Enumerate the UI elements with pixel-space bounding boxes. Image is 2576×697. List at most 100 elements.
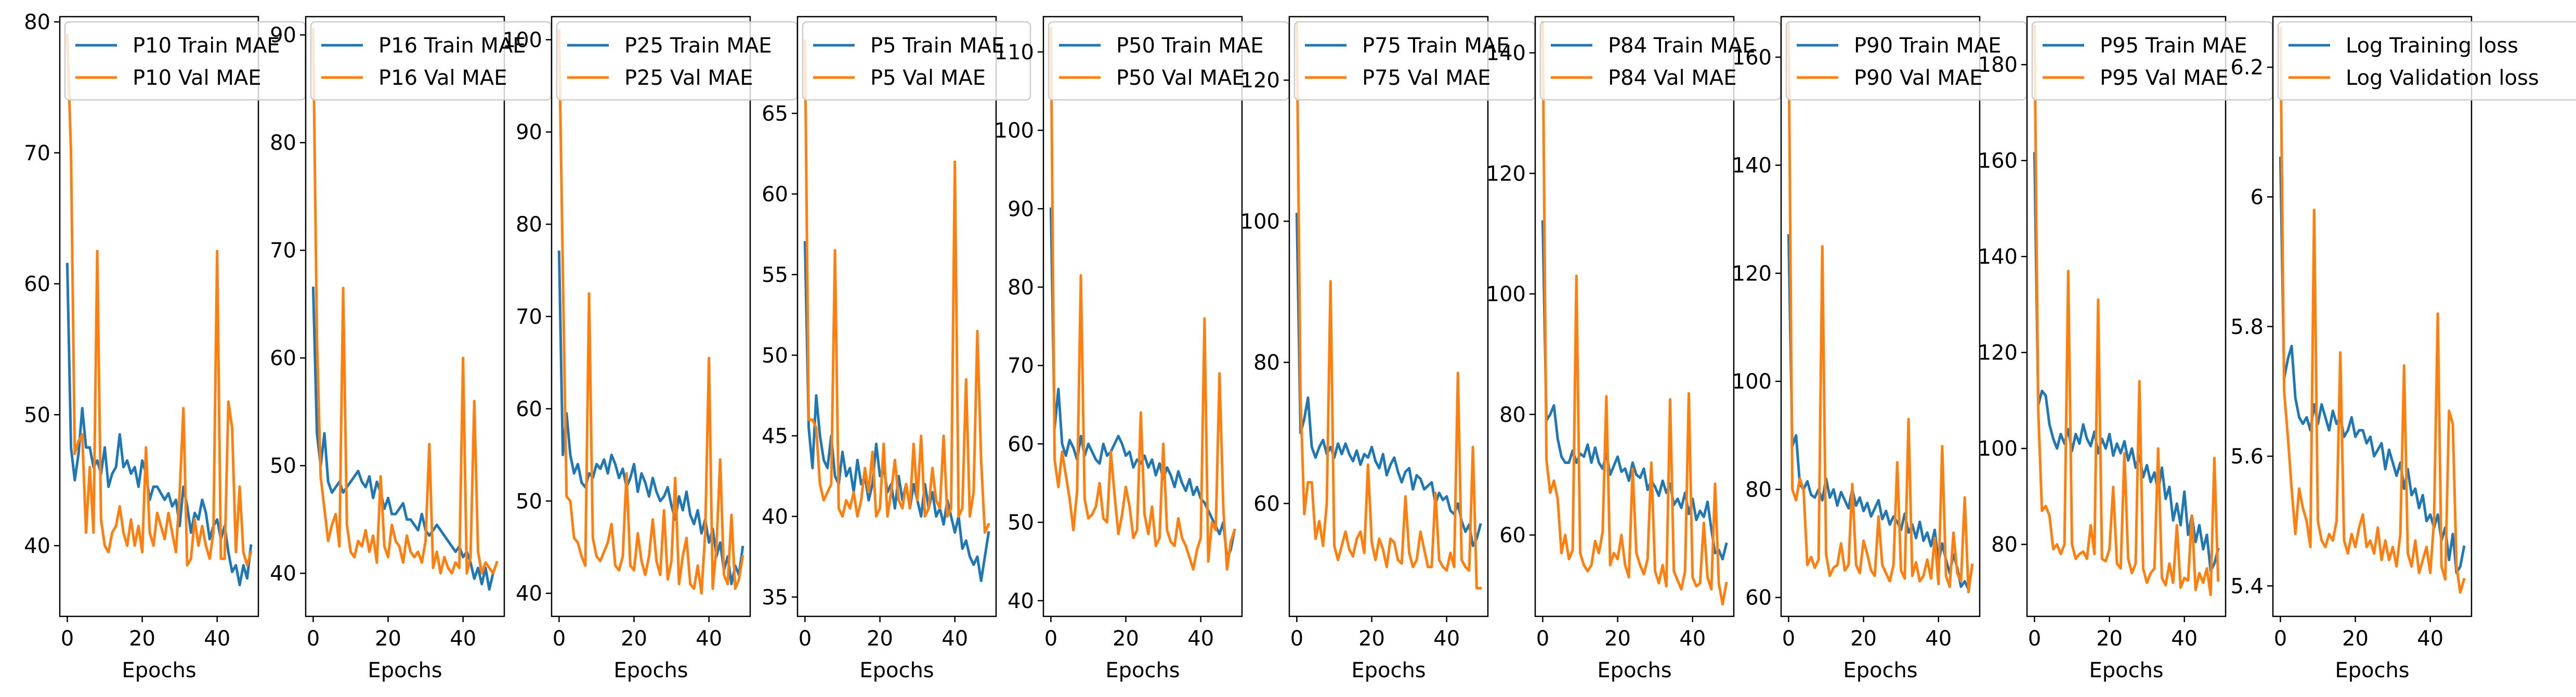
x-axis-label: Epochs [2335,659,2409,682]
y-tick-label: 40 [24,534,50,558]
y-tick-label: 60 [762,183,788,206]
x-tick-label: 0 [799,627,812,651]
y-tick-label: 50 [270,454,296,478]
x-tick-label: 0 [2274,627,2287,651]
subplot-10: 5.4 5.6 5.8 6 6.2 0 20 40 Epochs Log Training los… [2230,16,2576,682]
y-tick-label: 120 [1732,262,1772,286]
y-tick-label: 140 [1486,42,1526,66]
x-axis-label: Epochs [368,659,442,682]
y-tick-label: 100 [1732,370,1772,394]
y-tick-label: 80 [24,10,50,34]
legend: P75 Train MAE P75 Val MAE [1293,21,1536,101]
axes-frame [1042,16,1243,617]
x-tick-label: 20 [1113,627,1139,651]
legend: P16 Train MAE P16 Val MAE [310,21,552,101]
x-axis-label: Epochs [1351,659,1426,682]
x-tick-label: 40 [1925,627,1952,651]
x-tick-label: 40 [1187,627,1214,651]
y-tick-label: 60 [1499,524,1526,548]
subplot-8: 60 80 100 120 140 160 0 20 40 Epochs P90 Train MAE… [1732,16,2028,682]
y-tick-label: 180 [1978,53,2018,77]
legend: P95 Train MAE P95 Val MAE [2031,21,2273,101]
y-tick-label: 80 [1745,478,1772,502]
x-tick-label: 0 [1044,627,1057,651]
val-series-line [2033,24,2220,596]
y-tick-label: 35 [762,586,788,610]
legend: P90 Train MAE P90 Val MAE [1785,21,2028,101]
y-tick-label: 90 [516,121,542,145]
val-series-line [66,33,253,567]
y-tick-label: 50 [762,344,788,368]
y-tick-label: 40 [762,505,788,529]
axes-frame [2272,16,2473,617]
val-series-line [2279,27,2466,594]
legend: P25 Train MAE P25 Val MAE [556,21,798,101]
legend-train-label: P75 Train MAE [1362,34,1510,58]
y-tick-label: 160 [1978,149,2018,173]
legend-val-label: P10 Val MAE [133,66,261,90]
x-tick-label: 40 [450,627,476,651]
subplot-5: 40 50 60 70 80 90 100 110 0 20 40 Epochs P50 Train M… [995,16,1290,682]
y-tick-label: 40 [516,582,542,606]
legend-train-label: P50 Train MAE [1116,34,1264,58]
x-tick-label: 20 [1358,627,1385,651]
y-tick-label: 80 [270,131,296,155]
y-tick-label: 65 [762,102,788,126]
val-series-line [1541,21,1728,606]
y-tick-label: 90 [270,23,296,47]
val-series-line [1049,27,1236,571]
x-tick-label: 0 [1290,627,1303,651]
y-tick-label: 120 [1240,69,1280,93]
val-series-line [557,29,744,595]
x-tick-label: 40 [1433,627,1460,651]
x-axis-label: Epochs [859,659,934,682]
y-tick-label: 40 [270,562,296,586]
axes-frame [796,16,997,617]
val-series-line [311,28,499,575]
y-tick-label: 60 [270,346,296,370]
x-tick-label: 40 [2171,627,2198,651]
val-series-line [1787,23,1974,593]
y-tick-label: 50 [1008,511,1034,535]
axes-frame [1534,16,1735,617]
y-tick-label: 5.4 [2230,574,2264,598]
x-axis-label: Epochs [1597,659,1671,682]
legend-val-label: Log Validation loss [2346,66,2539,90]
legend: P5 Train MAE P5 Val MAE [802,21,1031,101]
y-tick-label: 100 [1486,282,1526,306]
y-tick-label: 100 [1240,210,1280,234]
legend-train-label: P90 Train MAE [1854,34,2002,58]
y-tick-label: 55 [762,263,788,287]
val-series-line [1295,22,1482,590]
axes-frame [305,16,505,617]
x-tick-label: 0 [2028,627,2041,651]
axes-frame [2026,16,2227,617]
subplot-6: 60 80 100 120 0 20 40 Epochs P75 Train MAE P75 Va… [1240,16,1536,682]
legend: P50 Train MAE P50 Val MAE [1048,21,1290,101]
x-tick-label: 20 [621,627,647,651]
train-series-line [1295,213,1482,547]
legend-val-label: P25 Val MAE [624,66,753,90]
x-tick-label: 20 [2096,627,2123,651]
y-tick-label: 70 [24,141,50,165]
subplot-9: 80 100 120 140 160 180 0 20 40 Epochs P95 Train MA… [1978,16,2273,682]
y-tick-label: 100 [1978,437,2018,461]
y-tick-label: 140 [1978,245,2018,269]
axes-frame [1288,16,1489,617]
x-tick-label: 40 [204,627,230,651]
y-tick-label: 160 [1732,46,1772,70]
x-tick-label: 20 [129,627,155,651]
x-tick-label: 40 [696,627,722,651]
y-tick-label: 100 [503,28,542,52]
val-series-line [803,39,990,534]
y-tick-label: 60 [1008,432,1034,456]
legend-train-label: P5 Train MAE [870,34,1004,58]
y-tick-label: 80 [1253,351,1280,375]
x-axis-label: Epochs [1105,659,1180,682]
x-tick-label: 20 [867,627,893,651]
y-tick-label: 5.8 [2230,315,2264,339]
legend-train-label: P16 Train MAE [378,34,526,58]
subplot-7: 60 80 100 120 140 0 20 40 Epochs P84 Train MAE P84… [1486,16,1782,682]
y-tick-label: 100 [995,119,1034,143]
